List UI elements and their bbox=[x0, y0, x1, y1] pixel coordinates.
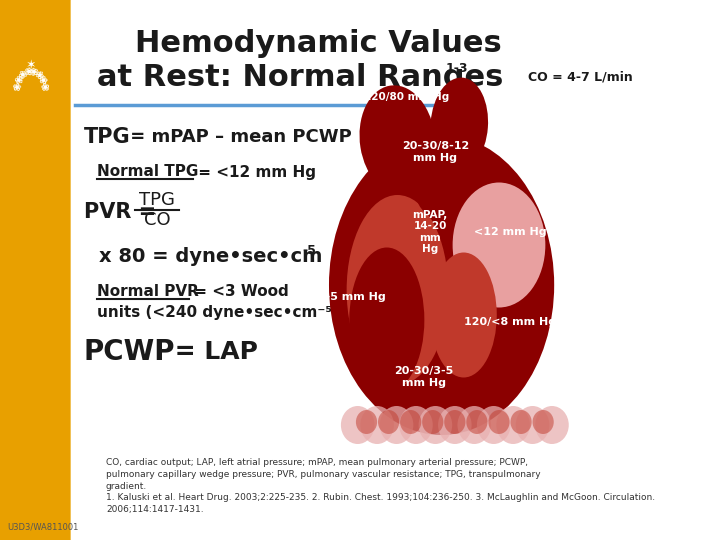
Text: = LAP: = LAP bbox=[166, 340, 258, 364]
Text: ❀: ❀ bbox=[9, 82, 21, 92]
Circle shape bbox=[399, 406, 433, 444]
Text: TPG: TPG bbox=[139, 191, 175, 209]
Text: ❀: ❀ bbox=[38, 74, 50, 86]
Circle shape bbox=[467, 410, 487, 434]
Ellipse shape bbox=[431, 78, 488, 172]
Circle shape bbox=[360, 406, 394, 444]
Polygon shape bbox=[71, 0, 97, 540]
Ellipse shape bbox=[346, 195, 449, 385]
Text: 20-30/3-5
mm Hg: 20-30/3-5 mm Hg bbox=[395, 366, 454, 388]
Text: 120/<8 mm Hg: 120/<8 mm Hg bbox=[464, 317, 557, 327]
Text: CO = 4-7 L/min: CO = 4-7 L/min bbox=[528, 71, 633, 84]
Text: <12 mm Hg: <12 mm Hg bbox=[474, 227, 546, 237]
Circle shape bbox=[533, 410, 554, 434]
Circle shape bbox=[379, 406, 413, 444]
Circle shape bbox=[516, 406, 549, 444]
Text: U3D3/WA811001: U3D3/WA811001 bbox=[7, 523, 78, 532]
Text: ❀: ❀ bbox=[38, 74, 50, 86]
Text: -5: -5 bbox=[302, 244, 316, 256]
Text: ❀: ❀ bbox=[41, 82, 52, 92]
Text: x 80 = dyne•sec•cm: x 80 = dyne•sec•cm bbox=[99, 247, 323, 267]
Text: 20-30/8-12
mm Hg: 20-30/8-12 mm Hg bbox=[402, 141, 469, 163]
Text: ❀: ❀ bbox=[34, 69, 46, 82]
Circle shape bbox=[488, 410, 510, 434]
Circle shape bbox=[438, 406, 472, 444]
Circle shape bbox=[341, 406, 374, 444]
Ellipse shape bbox=[411, 123, 459, 218]
Text: = <12 mm Hg: = <12 mm Hg bbox=[192, 165, 315, 179]
Text: PVR =: PVR = bbox=[84, 202, 156, 222]
Ellipse shape bbox=[431, 253, 497, 377]
Text: units (<240 dyne•sec•cm⁻⁵): units (<240 dyne•sec•cm⁻⁵) bbox=[97, 305, 339, 320]
Text: Normal PVR: Normal PVR bbox=[97, 285, 199, 300]
Text: ❀: ❀ bbox=[11, 74, 24, 86]
Circle shape bbox=[356, 410, 377, 434]
Text: at Rest: Normal Ranges: at Rest: Normal Ranges bbox=[97, 63, 503, 91]
Text: = mPAP – mean PCWP: = mPAP – mean PCWP bbox=[124, 128, 351, 146]
Text: 1-3: 1-3 bbox=[445, 63, 467, 76]
Circle shape bbox=[510, 410, 531, 434]
Ellipse shape bbox=[377, 91, 427, 159]
Text: PCWP: PCWP bbox=[84, 338, 176, 366]
Text: ❀: ❀ bbox=[34, 69, 46, 82]
Text: CO: CO bbox=[144, 211, 171, 229]
Text: CO, cardiac output; LAP, left atrial pressure; mPAP, mean pulmonary arterial pre: CO, cardiac output; LAP, left atrial pre… bbox=[106, 458, 655, 514]
Circle shape bbox=[422, 410, 444, 434]
Text: ❀: ❀ bbox=[41, 82, 52, 92]
Text: ❀: ❀ bbox=[23, 66, 32, 78]
Text: ❀: ❀ bbox=[23, 66, 32, 78]
Circle shape bbox=[496, 406, 530, 444]
Text: ❀: ❀ bbox=[9, 82, 21, 92]
Ellipse shape bbox=[329, 135, 554, 435]
Circle shape bbox=[535, 406, 569, 444]
Text: 3-5 mm Hg: 3-5 mm Hg bbox=[318, 292, 385, 302]
Text: mPAP,
14-20
mm
Hg: mPAP, 14-20 mm Hg bbox=[413, 210, 448, 254]
Text: ✶: ✶ bbox=[26, 58, 36, 71]
Ellipse shape bbox=[453, 183, 545, 307]
Polygon shape bbox=[0, 0, 71, 540]
Text: ❀: ❀ bbox=[29, 66, 39, 78]
Text: ❀: ❀ bbox=[11, 74, 24, 86]
Circle shape bbox=[457, 406, 491, 444]
Text: = <3 Wood: = <3 Wood bbox=[189, 285, 289, 300]
Circle shape bbox=[400, 410, 421, 434]
Circle shape bbox=[378, 410, 399, 434]
Text: Hemodynamic Values: Hemodynamic Values bbox=[135, 29, 501, 57]
Ellipse shape bbox=[359, 85, 436, 194]
Circle shape bbox=[477, 406, 510, 444]
Text: 120/80 mm Hg: 120/80 mm Hg bbox=[364, 92, 449, 102]
Circle shape bbox=[444, 410, 465, 434]
Text: ❀: ❀ bbox=[16, 69, 28, 82]
Text: ❀: ❀ bbox=[16, 69, 28, 82]
Text: Normal TPG: Normal TPG bbox=[97, 165, 199, 179]
Ellipse shape bbox=[349, 247, 424, 393]
Circle shape bbox=[418, 406, 452, 444]
Text: ❀: ❀ bbox=[29, 66, 39, 78]
Text: TPG: TPG bbox=[84, 127, 130, 147]
